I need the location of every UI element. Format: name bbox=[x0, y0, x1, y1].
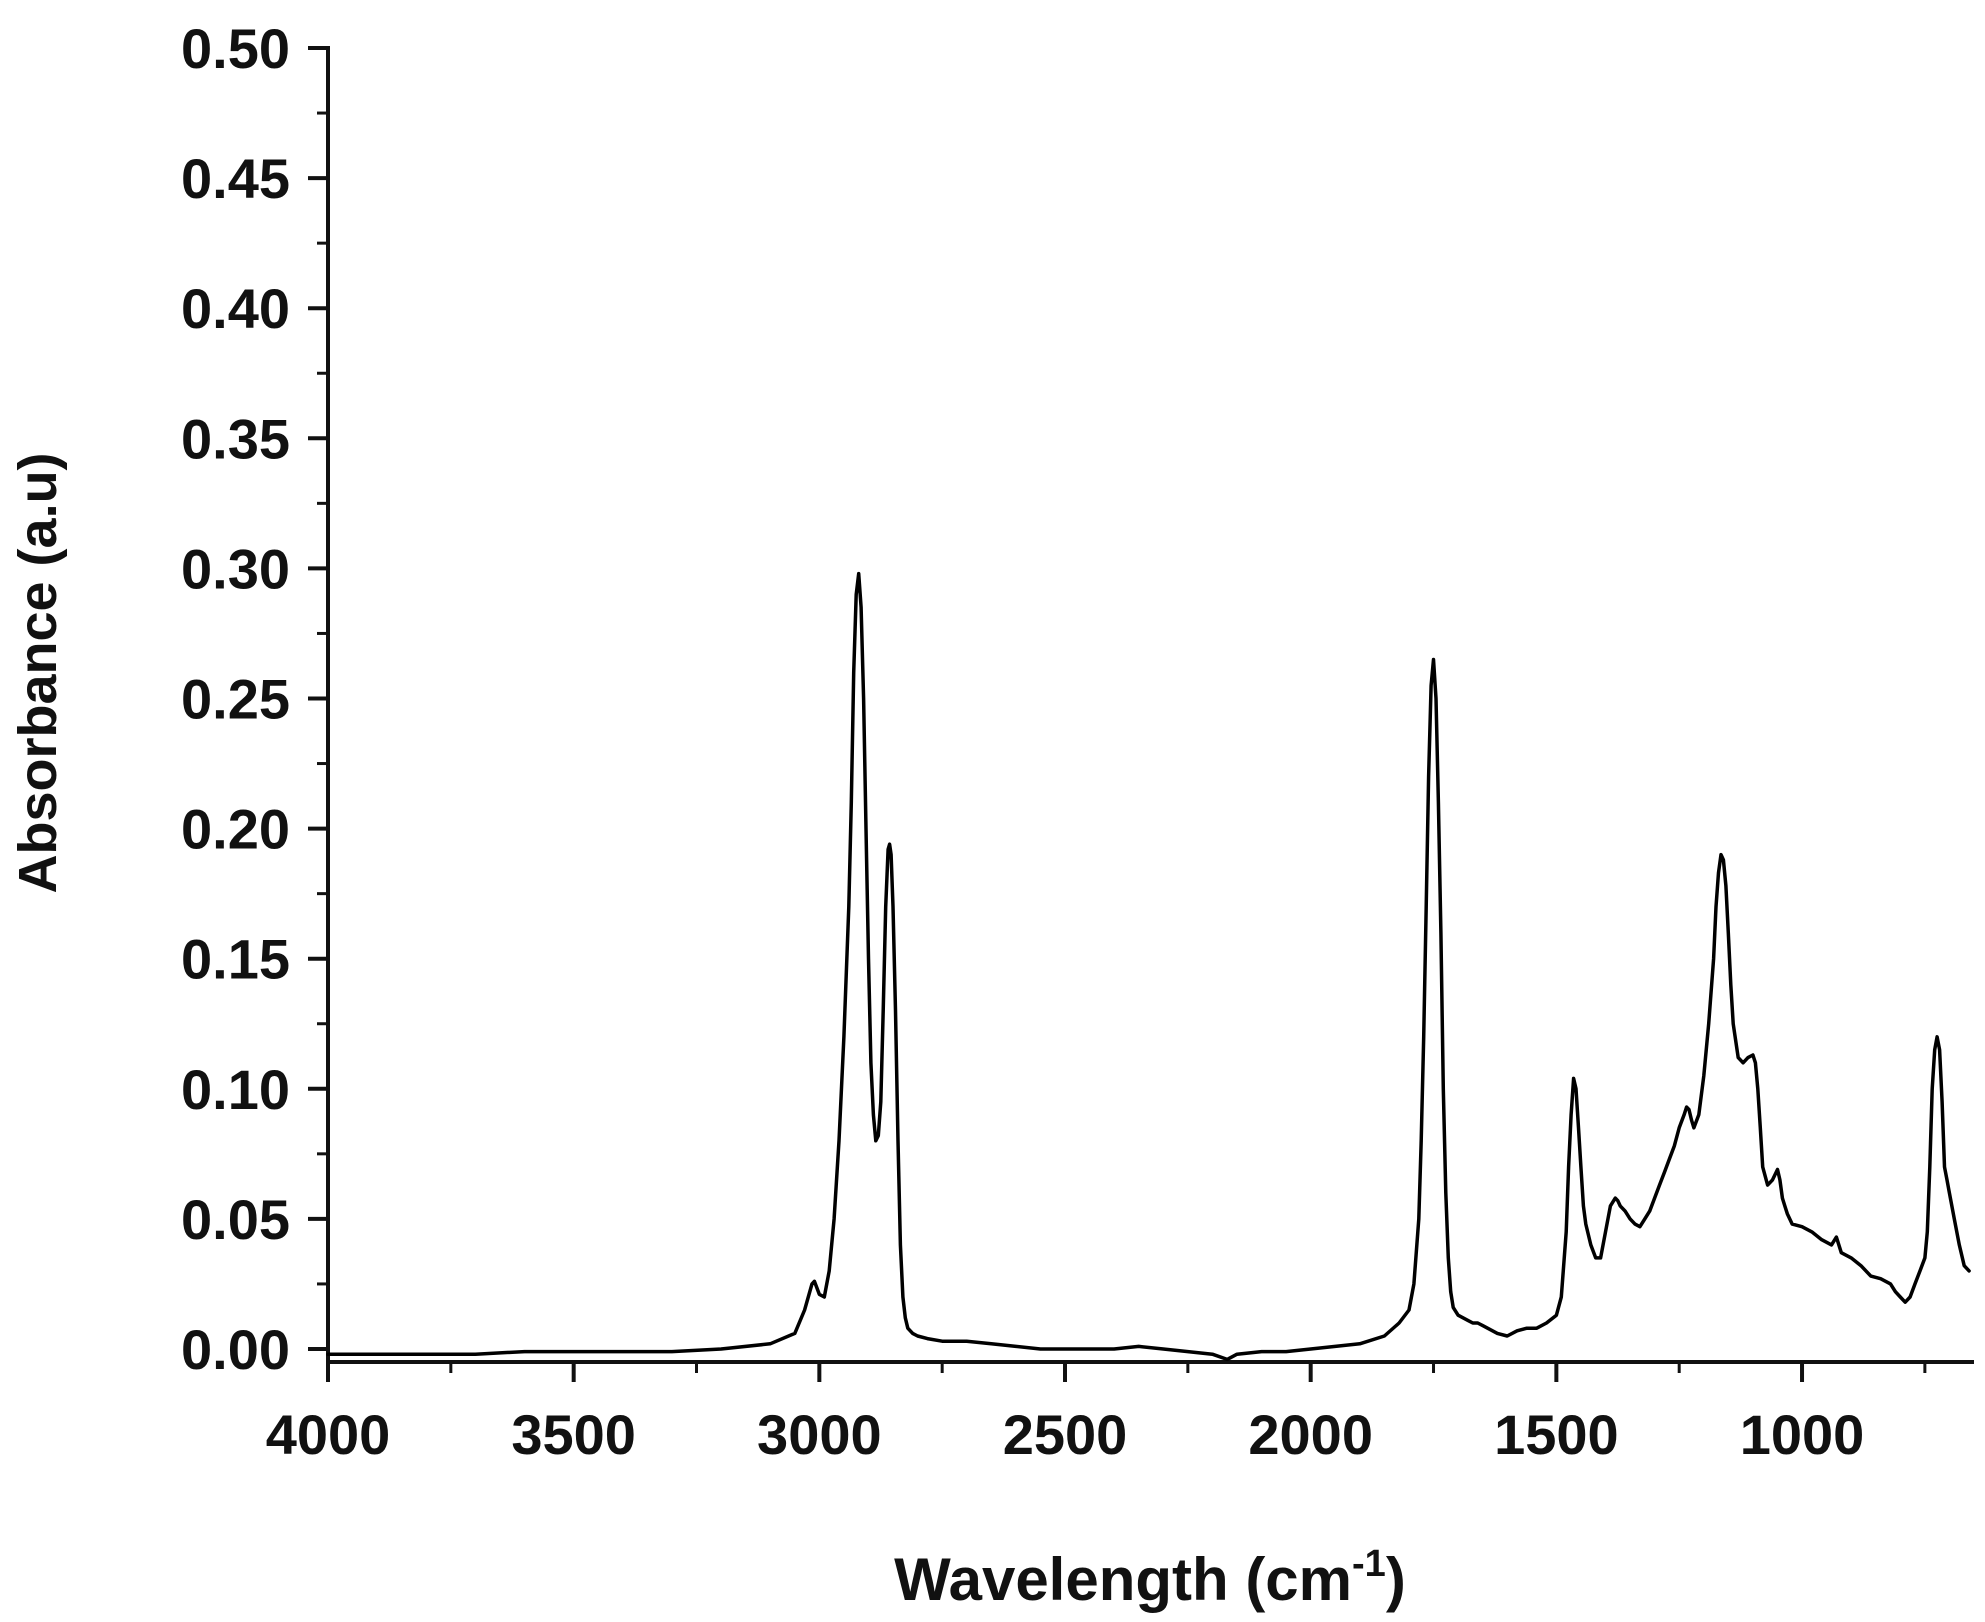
x-axis-title-superscript: -1 bbox=[1352, 1543, 1386, 1585]
absorbance-spectrum-line bbox=[326, 571, 1971, 1362]
x-tick-label: 1500 bbox=[1494, 1403, 1619, 1466]
x-axis-tick-labels: 4000 3500 3000 2500 2000 1500 1000 bbox=[266, 1403, 1865, 1466]
x-axis-title: Wavelength (cm-1) bbox=[894, 1543, 1406, 1613]
x-tick-label: 1000 bbox=[1740, 1403, 1865, 1466]
x-axis-title-close: ) bbox=[1386, 1546, 1406, 1613]
y-tick-label: 0.00 bbox=[181, 1318, 290, 1381]
x-tick-label: 3500 bbox=[511, 1403, 636, 1466]
x-tick-label: 2000 bbox=[1248, 1403, 1373, 1466]
x-axis-title-main: Wavelength (cm bbox=[894, 1546, 1352, 1613]
y-axis-tick-labels: 0.00 0.05 0.10 0.15 0.20 0.25 0.30 0.35 0.40 0.45… bbox=[181, 17, 290, 1381]
x-axis-ticks bbox=[326, 1362, 1927, 1382]
y-tick-label: 0.10 bbox=[181, 1058, 290, 1121]
y-axis-title: Absorbance (a.u) bbox=[8, 452, 68, 893]
y-tick-label: 0.25 bbox=[181, 667, 290, 730]
x-tick-label: 3000 bbox=[757, 1403, 882, 1466]
y-tick-label: 0.05 bbox=[181, 1188, 290, 1251]
y-tick-label: 0.35 bbox=[181, 407, 290, 470]
y-tick-label: 0.50 bbox=[181, 17, 290, 80]
y-tick-label: 0.15 bbox=[181, 928, 290, 991]
y-axis-ticks bbox=[308, 46, 328, 1351]
y-tick-label: 0.45 bbox=[181, 147, 290, 210]
x-tick-label: 4000 bbox=[266, 1403, 391, 1466]
x-tick-label: 2500 bbox=[1003, 1403, 1128, 1466]
y-tick-label: 0.20 bbox=[181, 798, 290, 861]
y-tick-label: 0.40 bbox=[181, 277, 290, 340]
y-tick-label: 0.30 bbox=[181, 537, 290, 600]
